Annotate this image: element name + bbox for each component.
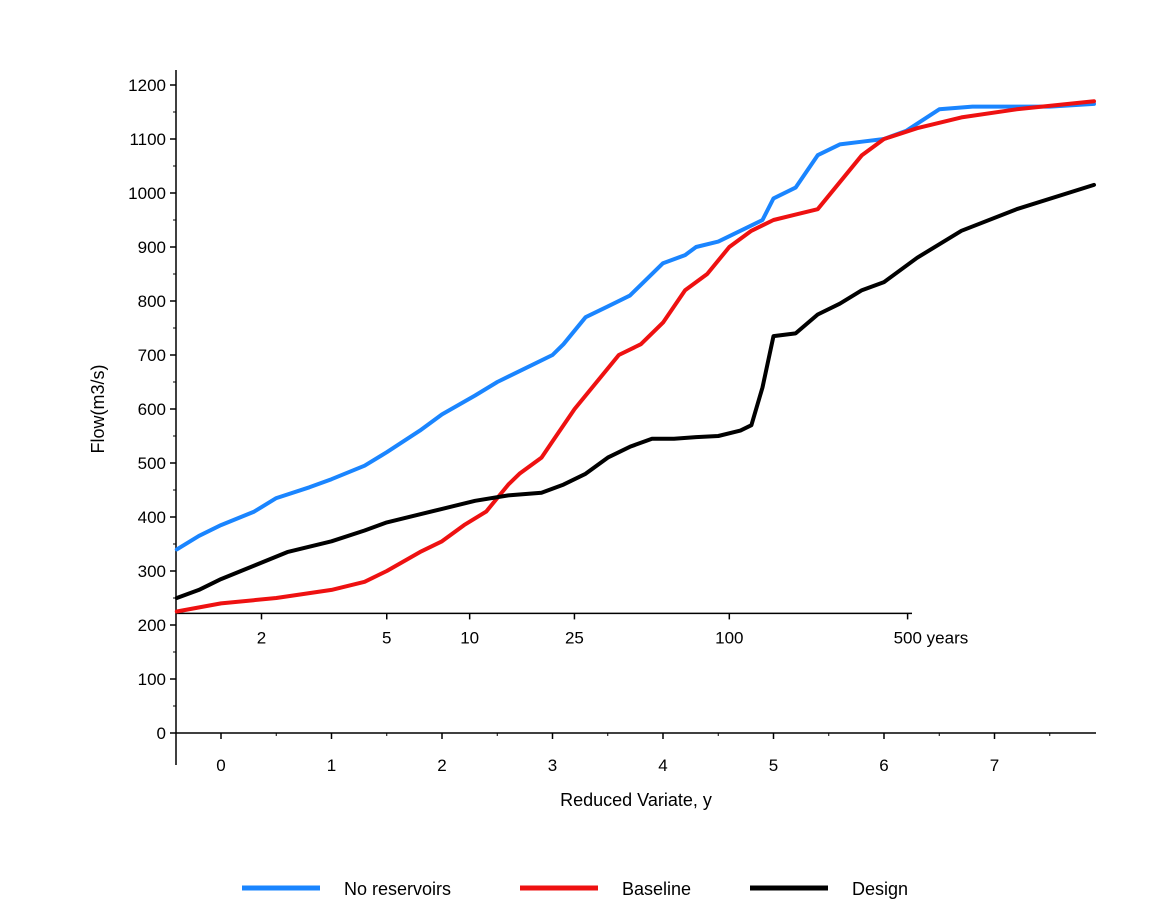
y-tick-label: 900 xyxy=(138,238,166,257)
y-ticks: 0 100 200 300 400 500 600 700 800 900 1000 1100 1200 xyxy=(128,76,176,743)
x-tick-label: 6 xyxy=(879,756,888,775)
legend-label: Baseline xyxy=(622,879,691,899)
legend-label: Design xyxy=(852,879,908,899)
y-axis: 0 100 200 300 400 500 600 700 800 900 1000 1100 1200 xyxy=(128,70,177,765)
series-line-no-reservoirs xyxy=(174,101,1096,552)
x-tick-label: 3 xyxy=(548,756,557,775)
legend-label: No reservoirs xyxy=(344,879,451,899)
legend: No reservoirs Baseline Design xyxy=(242,879,908,899)
return-period-label: 5 xyxy=(382,628,391,647)
y-tick-label: 200 xyxy=(138,616,166,635)
return-period-ticks: 2 5 10 25 100 500 years xyxy=(257,613,969,647)
x-tick-label: 1 xyxy=(327,756,336,775)
y-tick-label: 700 xyxy=(138,346,166,365)
series-line-baseline xyxy=(174,99,1096,614)
y-tick-label: 1100 xyxy=(129,130,166,149)
y-tick-label: 300 xyxy=(138,562,166,581)
y-tick-label: 600 xyxy=(138,400,166,419)
y-tick-label: 0 xyxy=(157,724,166,743)
y-tick-label: 500 xyxy=(138,454,166,473)
y-tick-label: 400 xyxy=(138,508,166,527)
x-tick-label: 7 xyxy=(990,756,999,775)
x-tick-label: 4 xyxy=(658,756,667,775)
x-tick-label: 0 xyxy=(216,756,225,775)
series-lines xyxy=(174,99,1096,614)
y-tick-label: 1200 xyxy=(128,76,166,95)
y-tick-label: 100 xyxy=(138,670,166,689)
y-tick-label: 800 xyxy=(138,292,166,311)
return-period-label: 500 years xyxy=(894,628,969,647)
x-tick-label: 5 xyxy=(769,756,778,775)
return-period-axis: 2 5 10 25 100 500 years xyxy=(176,612,969,647)
series-line-design xyxy=(174,182,1096,600)
x-axis: 0 1 2 3 4 5 6 7 xyxy=(176,732,1096,775)
return-period-label: 10 xyxy=(460,628,479,647)
return-period-label: 25 xyxy=(565,628,584,647)
y-tick-label: 1000 xyxy=(128,184,166,203)
x-tick-label: 2 xyxy=(437,756,446,775)
return-period-label: 100 xyxy=(715,628,743,647)
x-ticks: 0 1 2 3 4 5 6 7 xyxy=(216,733,1051,775)
return-period-label: 2 xyxy=(257,628,266,647)
x-axis-title: Reduced Variate, y xyxy=(560,790,712,810)
y-axis-title: Flow(m3/s) xyxy=(88,365,108,454)
